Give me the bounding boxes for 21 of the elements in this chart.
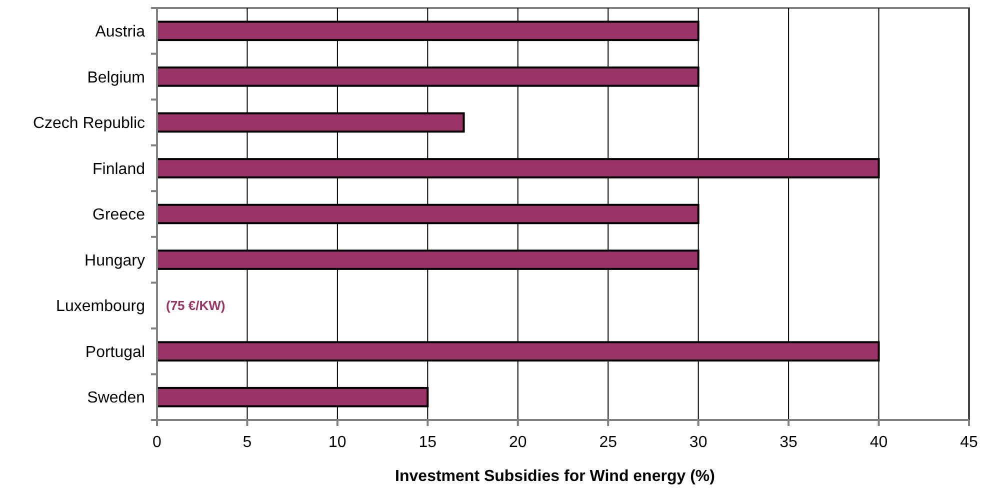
x-tick-label: 40: [870, 434, 888, 451]
y-tick-label: Belgium: [87, 69, 145, 86]
y-tick-label: Austria: [95, 23, 146, 40]
annotation: (75 €/KW): [166, 298, 226, 314]
x-axis-title: Investment Subsidies for Wind energy (%): [395, 468, 715, 485]
x-tick-label: 10: [328, 434, 346, 451]
x-tick-label: 0: [152, 434, 162, 451]
y-tick-label: Czech Republic: [32, 115, 145, 132]
y-tick-label: Sweden: [87, 390, 145, 407]
y-tick-label: Finland: [92, 160, 145, 178]
x-tick-label: 20: [508, 434, 527, 451]
x-tick-label: 30: [689, 434, 708, 451]
y-tick-label: Portugal: [85, 344, 145, 361]
y-tick-label: Greece: [92, 206, 146, 224]
x-tick-label: 45: [960, 434, 978, 451]
x-tick-label: 35: [780, 434, 798, 451]
y-tick-label: Hungary: [84, 252, 145, 270]
x-tick-label: 5: [242, 434, 252, 451]
x-tick-label: 25: [599, 434, 618, 451]
x-tick-label: 15: [418, 434, 437, 451]
y-tick-label: Luxembourg: [56, 298, 145, 316]
